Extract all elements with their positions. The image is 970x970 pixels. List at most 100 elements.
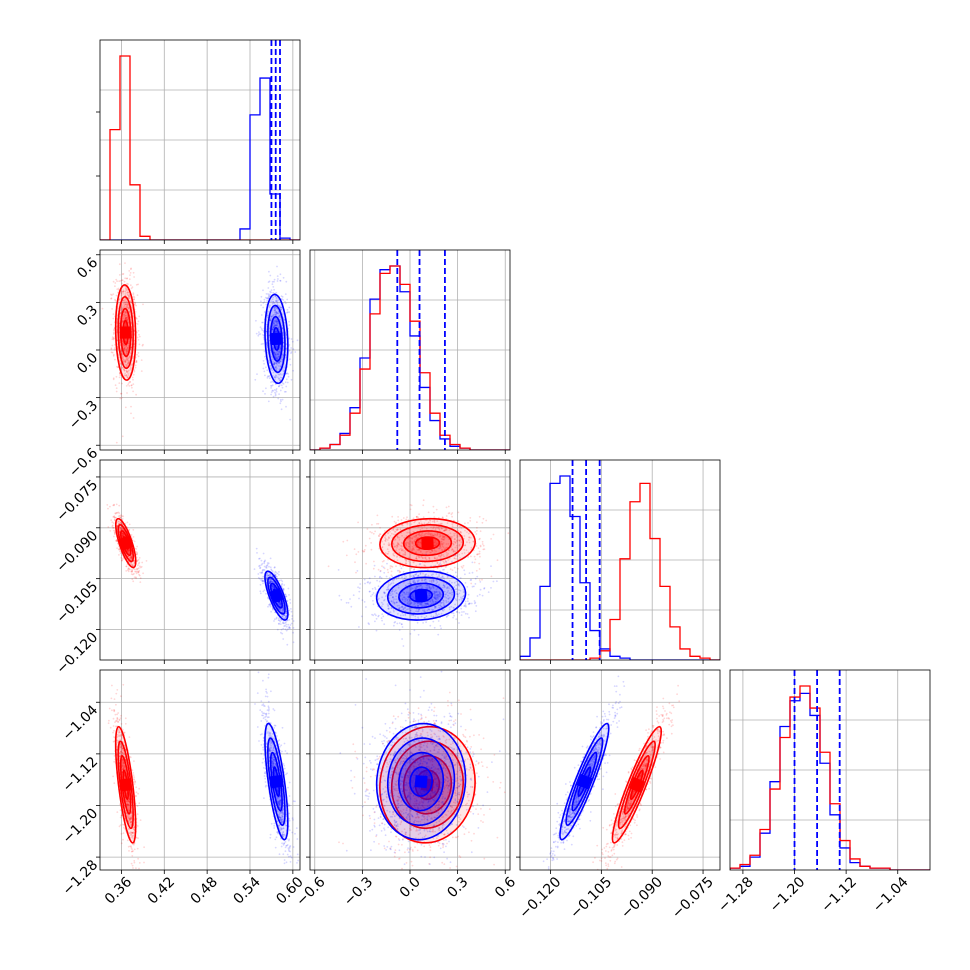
scatter-point: [117, 366, 119, 369]
scatter-point: [475, 569, 478, 572]
scatter-point: [271, 380, 274, 383]
scatter-point: [285, 378, 288, 381]
scatter-point: [122, 532, 124, 535]
scatter-point: [272, 291, 275, 294]
y-tick-label: −0.105: [53, 579, 101, 627]
scatter-point: [114, 512, 117, 515]
scatter-point: [114, 533, 116, 535]
scatter-point: [283, 322, 286, 324]
scatter-point: [135, 360, 138, 362]
scatter-point: [281, 298, 283, 300]
scatter-point: [137, 352, 140, 354]
scatter-point: [371, 587, 374, 590]
scatter-point: [277, 397, 280, 400]
scatter-point: [134, 311, 137, 313]
scatter-point: [292, 641, 295, 644]
scatter-point: [114, 533, 116, 535]
scatter-point: [107, 526, 110, 528]
scatter-point: [125, 345, 127, 347]
scatter-point: [125, 352, 128, 355]
scatter-point: [135, 570, 138, 573]
scatter-point: [136, 560, 139, 562]
scatter-point: [125, 365, 128, 368]
scatter-point: [265, 566, 267, 569]
scatter-point: [124, 318, 127, 321]
scatter-point: [376, 579, 378, 582]
scatter-point: [120, 292, 123, 295]
density-blue: [264, 293, 289, 385]
scatter-point: [142, 303, 144, 306]
contour-line: [264, 293, 289, 385]
scatter-point: [271, 328, 274, 331]
scatter-point: [283, 366, 285, 368]
scatter-point: [120, 353, 123, 356]
scatter-point: [128, 311, 131, 313]
scatter-point: [270, 355, 273, 358]
scatter-point: [132, 573, 134, 576]
scatter-point: [133, 343, 136, 346]
scatter-point: [274, 306, 276, 309]
scatter-point: [278, 579, 281, 582]
density-red: [379, 517, 476, 569]
contour-line: [114, 284, 137, 381]
scatter-point: [387, 571, 390, 574]
scatter-point: [478, 538, 481, 541]
scatter-point: [125, 352, 128, 354]
scatter-point: [272, 358, 274, 361]
scatter-point: [267, 294, 270, 297]
scatter-point: [126, 363, 129, 366]
scatter-point: [290, 351, 293, 353]
scatter-point: [276, 312, 279, 315]
scatter-point: [285, 280, 288, 283]
scatter-point: [275, 311, 278, 314]
scatter-point: [137, 355, 140, 358]
scatter-point: [116, 365, 118, 368]
scatter-point: [283, 390, 286, 393]
scatter-point: [113, 515, 116, 517]
scatter-point: [478, 579, 481, 581]
scatter-point: [275, 617, 278, 620]
scatter-point: [280, 400, 282, 403]
scatter-point: [346, 539, 349, 542]
scatter-point: [358, 626, 360, 628]
scatter-point: [274, 374, 277, 377]
scatter-point: [129, 284, 132, 287]
y-tick-label: 0.3: [74, 302, 101, 329]
scatter-point: [133, 369, 136, 371]
scatter-point: [112, 337, 115, 340]
scatter-point: [132, 417, 135, 419]
scatter-point: [125, 323, 127, 326]
panel-1-0: −0.6−0.30.00.30.6: [66, 249, 301, 481]
scatter-point: [131, 363, 133, 365]
scatter-point: [112, 522, 115, 524]
scatter-point: [128, 356, 131, 359]
scatter-point: [269, 557, 272, 560]
scatter-point: [125, 316, 128, 319]
scatter-point: [122, 299, 125, 302]
scatter-point: [125, 356, 128, 359]
scatter-point: [270, 291, 272, 294]
scatter-point: [477, 553, 480, 555]
scatter-point: [125, 303, 127, 306]
scatter-point: [275, 320, 277, 323]
scatter-point: [263, 560, 266, 563]
scatter-point: [275, 389, 277, 391]
scatter-point: [130, 555, 133, 558]
scatter-point: [268, 359, 270, 362]
scatter-point: [393, 520, 396, 523]
scatter-point: [129, 355, 132, 358]
scatter-point: [278, 573, 280, 576]
scatter-point: [289, 363, 292, 366]
scatter-point: [125, 311, 128, 314]
scatter-point: [130, 268, 132, 271]
scatter-point: [284, 302, 287, 305]
scatter-point: [276, 364, 278, 366]
scatter-point: [117, 511, 120, 514]
scatter-point: [127, 359, 129, 362]
scatter-point: [121, 282, 123, 285]
scatter-point: [422, 504, 425, 507]
scatter-point: [257, 334, 260, 337]
scatter-point: [121, 367, 124, 369]
scatter-point: [142, 572, 145, 575]
contour-line: [117, 296, 134, 370]
